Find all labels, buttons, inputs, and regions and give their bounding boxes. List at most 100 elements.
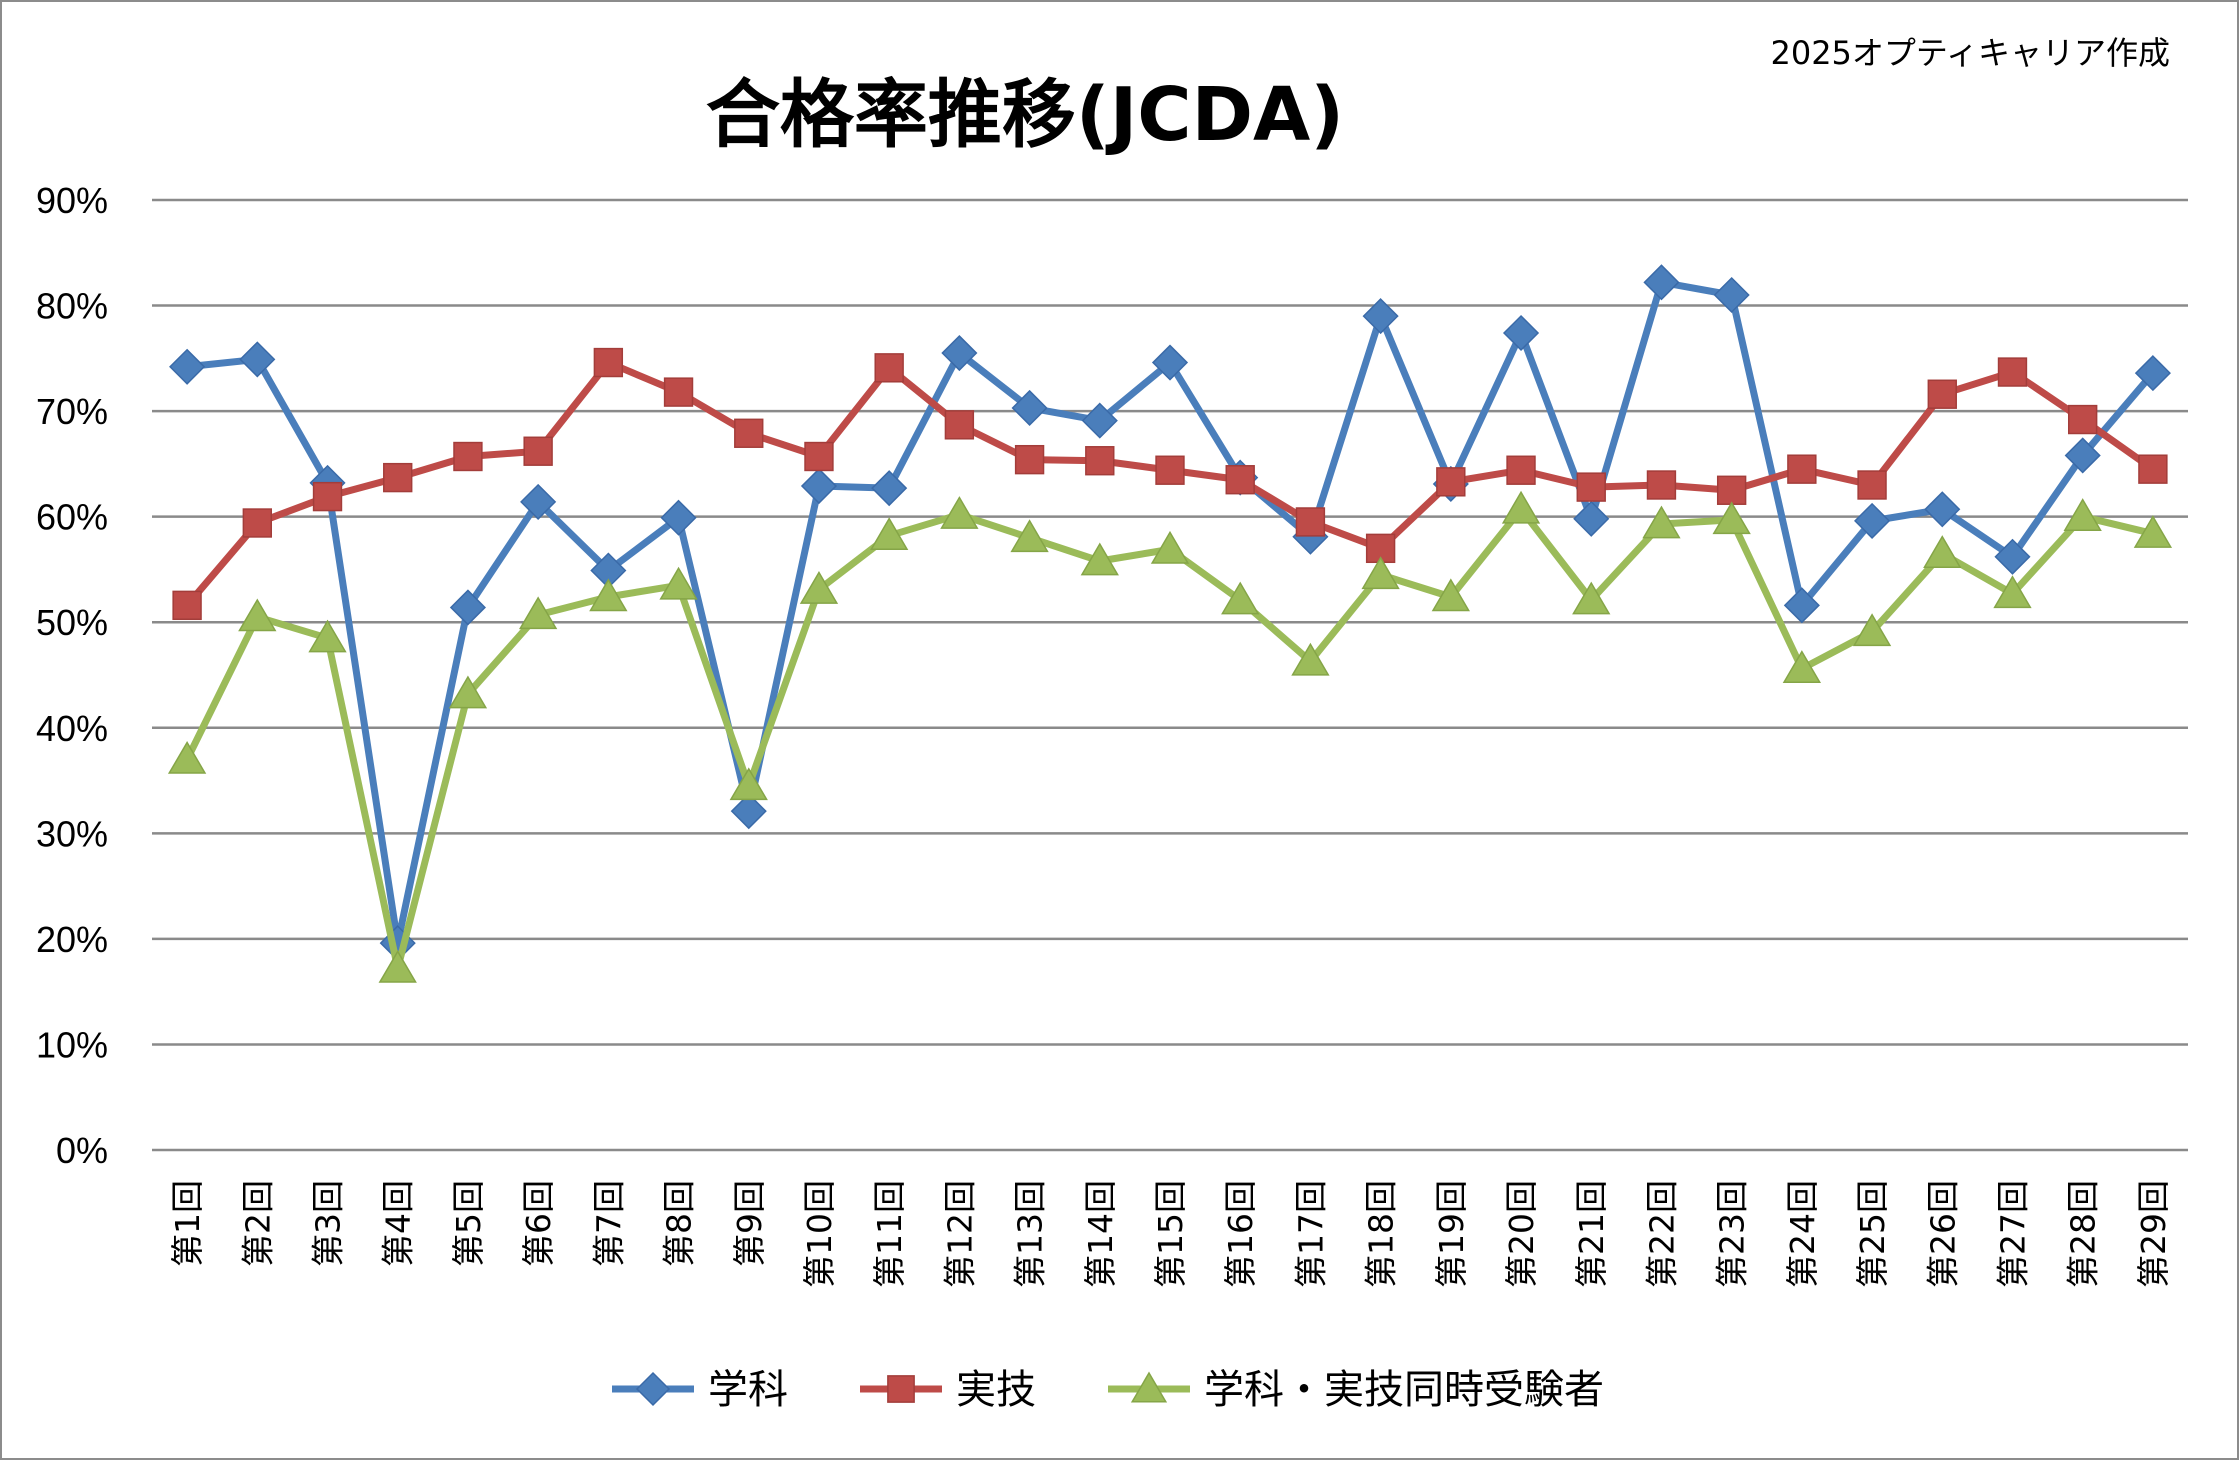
data-point — [1506, 455, 1536, 485]
x-tick-label: 第9回 — [730, 1180, 769, 1267]
data-point — [1225, 465, 1255, 495]
data-point — [1782, 650, 1822, 684]
data-point — [940, 496, 979, 529]
data-point — [1852, 613, 1892, 647]
data-point — [1573, 500, 1610, 537]
y-tick-label: 50% — [36, 602, 108, 643]
data-point — [1501, 490, 1541, 524]
x-tick-label: 第4回 — [379, 1180, 418, 1267]
data-point — [1712, 501, 1751, 535]
data-point — [1576, 472, 1606, 502]
x-tick-label: 第25回 — [1853, 1180, 1892, 1288]
data-point — [1854, 502, 1891, 539]
data-point — [172, 590, 202, 621]
legend: 学科 実技 学科・実技同時受験者 — [612, 1367, 1604, 1413]
y-tick-label: 20% — [36, 919, 108, 960]
data-point — [871, 470, 908, 507]
data-point — [734, 418, 764, 448]
data-point — [1150, 530, 1190, 564]
series-lines — [167, 264, 2173, 983]
y-axis-ticks: 0% 10% 20% 30% 40% 50% 60% 70% 80% 90% — [36, 180, 108, 1171]
data-point — [383, 462, 413, 493]
x-tick-label: 第15回 — [1151, 1180, 1190, 1288]
data-point — [308, 619, 347, 653]
data-point — [1295, 507, 1326, 537]
legend-label: 学科 — [708, 1367, 788, 1413]
series-diamond — [169, 264, 2171, 962]
data-point — [1923, 535, 1962, 568]
series-line — [186, 278, 2156, 947]
data-point — [1010, 519, 1049, 553]
y-tick-label: 40% — [36, 708, 108, 749]
x-tick-label: 第28回 — [2064, 1180, 2103, 1288]
x-tick-label: 第1回 — [168, 1180, 207, 1267]
data-point — [887, 1375, 915, 1403]
data-point — [448, 675, 488, 709]
data-point — [2138, 454, 2168, 484]
data-point — [1857, 470, 1887, 500]
data-point — [523, 436, 553, 466]
x-tick-label: 第7回 — [589, 1180, 628, 1267]
data-point — [1361, 556, 1400, 590]
data-point — [1642, 505, 1681, 539]
x-tick-label: 第24回 — [1783, 1180, 1822, 1288]
data-point — [1643, 264, 1680, 301]
y-tick-label: 10% — [36, 1024, 108, 1065]
x-tick-label: 第26回 — [1923, 1180, 1962, 1288]
data-point — [800, 467, 838, 505]
series-triangle — [167, 490, 2173, 983]
y-tick-label: 70% — [36, 391, 108, 432]
data-point — [1291, 642, 1330, 676]
x-tick-label: 第20回 — [1502, 1180, 1541, 1288]
data-point — [1011, 389, 1048, 427]
data-point — [1997, 357, 2028, 387]
y-tick-label: 30% — [36, 813, 108, 854]
data-point — [593, 347, 624, 378]
legend-label: 実技 — [956, 1367, 1036, 1413]
x-tick-label: 第10回 — [800, 1180, 839, 1288]
data-point — [870, 517, 909, 551]
x-tick-label: 第29回 — [2134, 1180, 2173, 1288]
data-point — [518, 596, 558, 630]
x-tick-label: 第21回 — [1572, 1180, 1611, 1288]
data-point — [242, 508, 273, 538]
data-point — [1646, 470, 1677, 500]
data-point — [941, 334, 978, 372]
data-point — [2067, 404, 2098, 435]
series-line — [183, 505, 2154, 972]
data-point — [1151, 344, 1189, 381]
data-point — [1362, 298, 1399, 335]
data-point — [167, 740, 207, 774]
data-point — [2063, 498, 2102, 532]
data-point — [663, 377, 694, 407]
x-tick-label: 第23回 — [1713, 1180, 1752, 1288]
data-point — [729, 767, 768, 801]
x-tick-label: 第6回 — [519, 1180, 558, 1267]
data-point — [804, 441, 834, 472]
x-tick-label: 第13回 — [1011, 1180, 1050, 1288]
credit-text: 2025オプティキャリア作成 — [1770, 34, 2170, 72]
x-tick-label: 第16回 — [1221, 1180, 1260, 1288]
data-point — [1716, 475, 1747, 505]
data-point — [799, 571, 839, 604]
data-point — [1502, 314, 1540, 352]
data-point — [1994, 538, 2031, 575]
series-square — [172, 347, 2168, 621]
data-point — [1081, 402, 1118, 439]
data-point — [449, 589, 486, 626]
y-tick-label: 80% — [36, 286, 108, 327]
data-point — [1014, 444, 1045, 475]
data-point — [589, 578, 628, 612]
data-point — [1993, 575, 2032, 609]
data-point — [730, 793, 767, 830]
y-tick-label: 60% — [36, 497, 108, 538]
x-tick-label: 第2回 — [238, 1180, 277, 1267]
y-tick-label: 0% — [56, 1130, 108, 1171]
data-point — [453, 441, 483, 472]
chart-title: 合格率推移(JCDA) — [706, 72, 1344, 158]
x-tick-label: 第3回 — [309, 1180, 348, 1267]
data-point — [1713, 276, 1750, 314]
y-tick-label: 90% — [36, 180, 108, 221]
